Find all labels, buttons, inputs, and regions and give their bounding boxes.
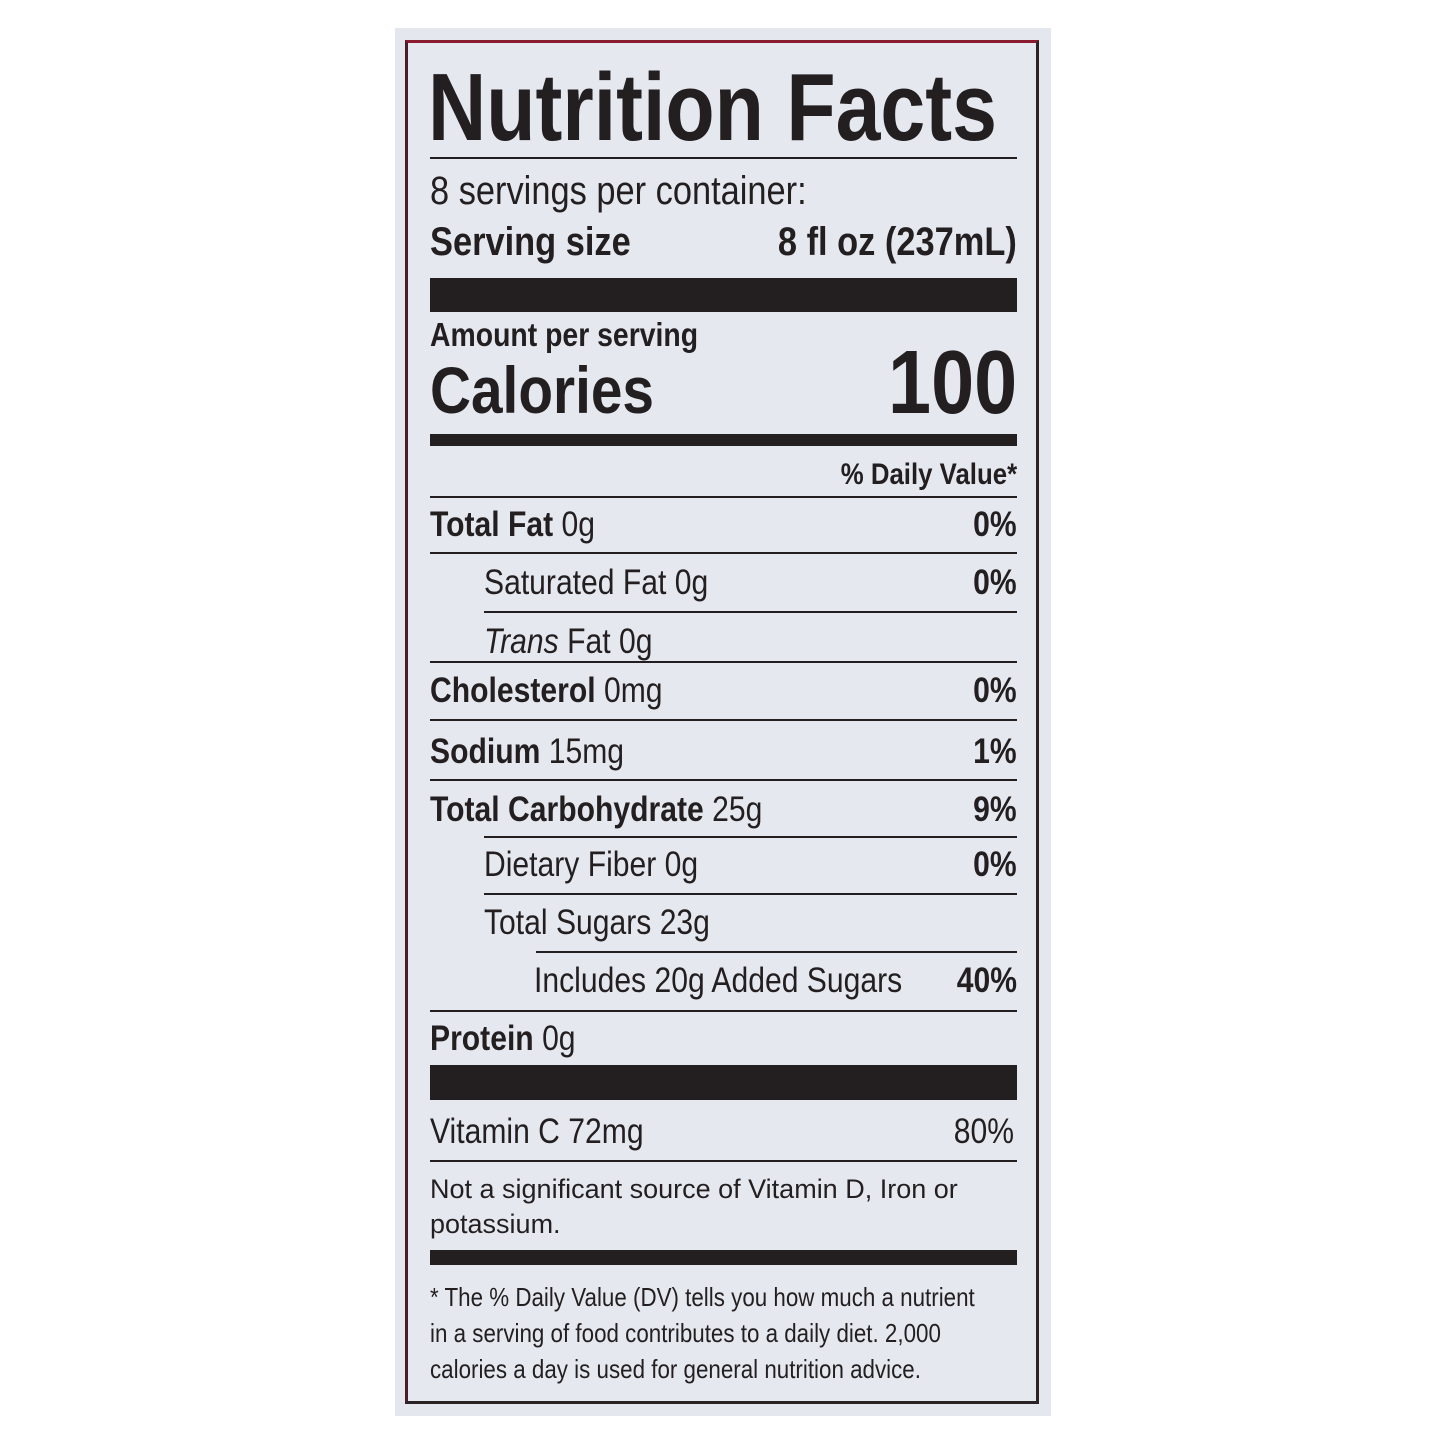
medium-bar	[430, 434, 1017, 446]
calories-value: 100	[867, 338, 1017, 428]
calories-label: Calories	[430, 357, 690, 423]
vitamin-row-vitamin-c: Vitamin C 72mg	[430, 1114, 678, 1149]
dv-text: 0%	[973, 845, 1017, 884]
divider	[430, 779, 1017, 781]
calories-label-text: Calories	[430, 353, 655, 427]
vitamin-name: Vitamin C 72mg	[430, 1112, 644, 1151]
calories-value-text: 100	[887, 333, 1017, 433]
nutrient-name: Sodium	[430, 732, 541, 771]
nutrient-dv: 40%	[947, 963, 1017, 998]
nutrient-name: Saturated Fat	[484, 563, 667, 602]
nutrient-row-total-carbohydrate: Total Carbohydrate 25g	[430, 792, 816, 827]
nutrient-dv: 0%	[966, 673, 1017, 708]
nutrient-row-total-fat: Total Fat 0g	[430, 507, 622, 542]
nutrient-amount: 0g	[618, 622, 653, 661]
nutrient-row-total-sugars: Total Sugars 23g	[484, 905, 747, 940]
nutrient-name: Total Sugars	[484, 903, 652, 942]
nutrient-name-suffix: Fat	[567, 622, 611, 661]
divider	[430, 552, 1017, 554]
servings-per-container: 8 servings per container:	[430, 171, 868, 211]
servings-text: 8 servings per container:	[430, 169, 807, 213]
dv-text: 0%	[973, 505, 1017, 544]
nutrient-row-dietary-fiber: Dietary Fiber 0g	[484, 847, 733, 882]
nutrient-amount: 25g	[712, 790, 763, 829]
nutrient-amount: 0mg	[603, 671, 663, 710]
nutrient-row-cholesterol: Cholesterol 0mg	[430, 673, 700, 708]
divider	[430, 157, 1017, 159]
divider	[484, 836, 1017, 838]
daily-value-header: % Daily Value*	[812, 460, 1017, 490]
divider	[536, 951, 1017, 953]
nutrient-amount: 0g	[542, 1019, 576, 1058]
nutrient-name: Dietary Fiber	[484, 845, 657, 884]
nutrient-dv: 1%	[966, 734, 1017, 769]
nutrient-amount: 0g	[664, 845, 699, 884]
divider	[430, 496, 1017, 498]
nutrient-name: Total Fat	[430, 505, 554, 544]
nutrient-amount: 0g	[674, 563, 709, 602]
nutrition-facts-title: Nutrition Facts	[428, 60, 1105, 156]
vitamin-dv: 80%	[944, 1114, 1014, 1149]
nutrient-name: Trans	[484, 622, 559, 661]
nutrient-row-added-sugars: Includes 20g Added Sugars	[534, 963, 962, 998]
nutrient-name: Protein	[430, 1019, 534, 1058]
divider	[430, 1010, 1017, 1012]
nutrient-name: Cholesterol	[430, 671, 596, 710]
serving-size-label: Serving size	[430, 222, 663, 262]
footnote: * The % Daily Value (DV) tells you how m…	[430, 1282, 975, 1384]
dv-text: 80%	[953, 1112, 1014, 1151]
amount-per-serving-text: Amount per serving	[430, 316, 699, 353]
divider	[430, 661, 1017, 663]
divider	[430, 1160, 1017, 1162]
not-significant-note: Not a significant source of Vitamin D, I…	[430, 1174, 958, 1239]
dv-text: 1%	[973, 732, 1017, 771]
nutrient-dv: 9%	[966, 792, 1017, 827]
dv-text: 0%	[973, 563, 1017, 602]
nutrient-name: Total Carbohydrate	[430, 790, 704, 829]
nutrient-row-protein: Protein 0g	[430, 1021, 599, 1056]
nutrient-amount: 0g	[561, 505, 596, 544]
thick-bar	[430, 1250, 1017, 1265]
nutrient-name: Includes 20g Added Sugars	[534, 961, 903, 1000]
nutrient-amount: 23g	[659, 903, 710, 942]
title-text: Nutrition Facts	[428, 54, 997, 161]
divider	[484, 611, 1017, 613]
dv-text: 40%	[956, 961, 1017, 1000]
nutrition-facts-panel	[405, 40, 1039, 1404]
divider	[430, 719, 1017, 721]
nutrient-dv: 0%	[966, 565, 1017, 600]
nutrient-row-trans-fat: Trans Fat 0g	[484, 624, 680, 659]
dv-text: 9%	[973, 790, 1017, 829]
nutrient-dv: 0%	[966, 847, 1017, 882]
serving-size-label-text: Serving size	[430, 220, 631, 264]
thick-bar	[430, 278, 1017, 312]
serving-size-value-text: 8 fl oz (237mL)	[778, 220, 1017, 264]
nutrient-row-saturated-fat: Saturated Fat 0g	[484, 565, 745, 600]
serving-size-value: 8 fl oz (237mL)	[739, 222, 1017, 262]
thick-bar	[430, 1065, 1017, 1100]
nutrient-row-sodium: Sodium 15mg	[430, 734, 656, 769]
amount-per-serving: Amount per serving	[430, 318, 742, 351]
dv-text: 0%	[973, 671, 1017, 710]
divider	[484, 893, 1017, 895]
nutrient-amount: 15mg	[548, 732, 625, 771]
nutrient-dv: 0%	[966, 507, 1017, 542]
daily-value-header-text: % Daily Value*	[840, 458, 1017, 491]
